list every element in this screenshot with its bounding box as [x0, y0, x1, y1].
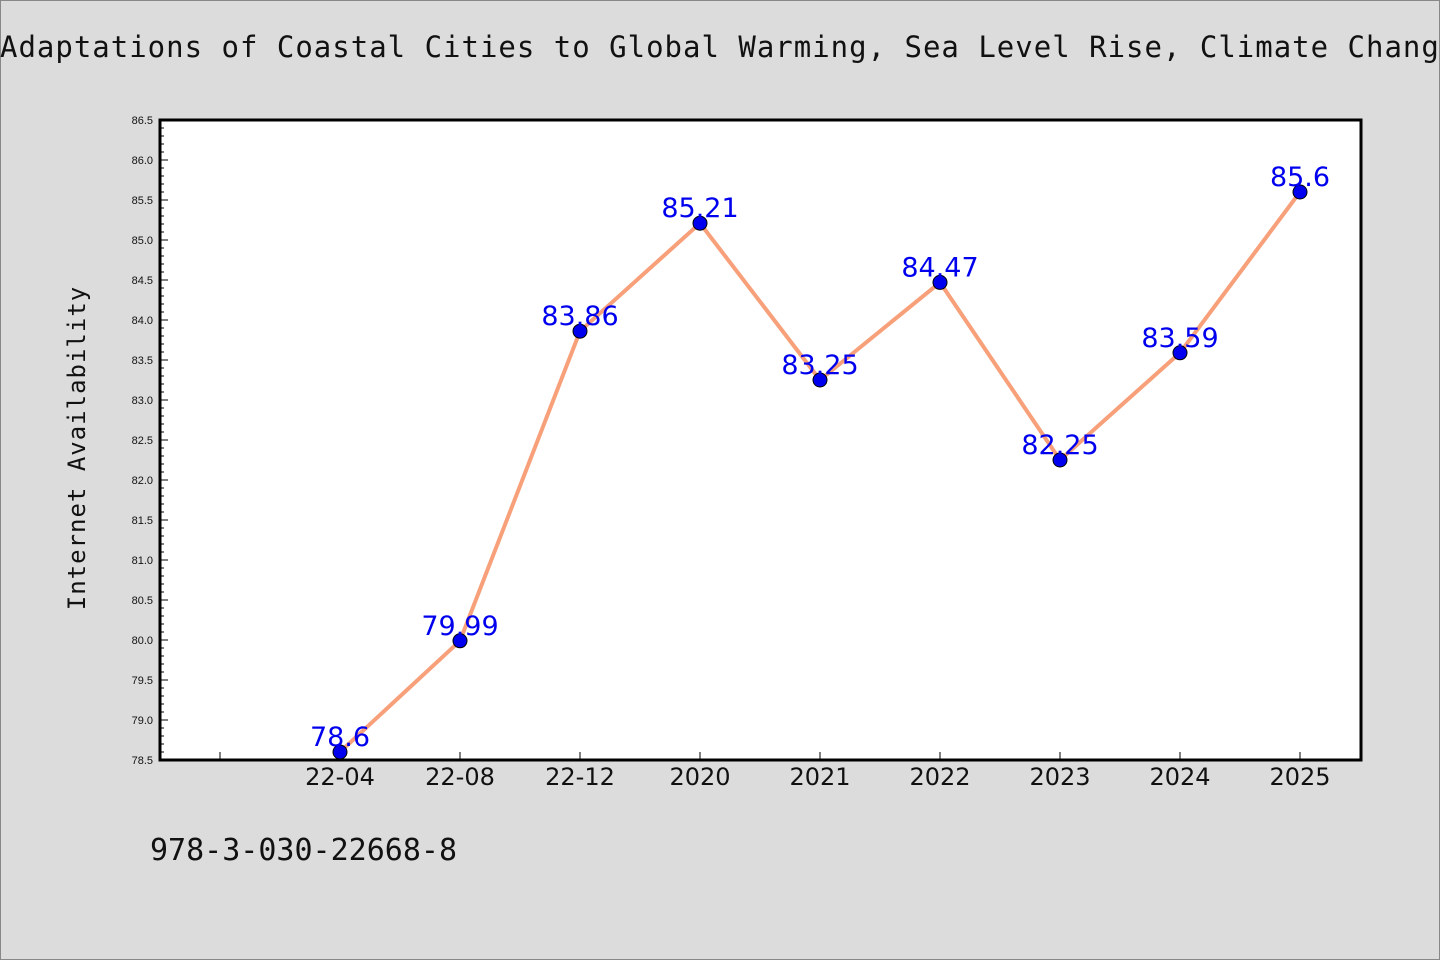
data-point: [1292, 184, 1308, 200]
data-point: [812, 372, 828, 388]
x-tick-label: 2022: [909, 763, 970, 791]
y-tick-label: 82.0: [132, 475, 153, 487]
chart-title: Adaptations of Coastal Cities to Global …: [0, 30, 1440, 64]
y-tick-label: 84.5: [132, 275, 153, 287]
y-tick-label: 81.0: [132, 555, 153, 567]
y-tick-label: 82.5: [132, 435, 153, 447]
data-point: [1052, 452, 1068, 468]
data-label: 79.99: [421, 611, 498, 642]
y-tick-label: 80.0: [132, 635, 153, 647]
plot-area: [158, 118, 1363, 762]
data-label: 85.21: [661, 193, 738, 224]
x-tick-label: 2021: [789, 763, 850, 791]
x-tick-label: 22-12: [545, 763, 615, 791]
x-tick-label: 2024: [1149, 763, 1210, 791]
y-tick-label: 85.0: [132, 235, 153, 247]
data-point: [332, 744, 348, 760]
y-tick-label: 79.5: [132, 675, 153, 687]
data-label: 85.6: [1270, 162, 1330, 193]
isbn-text: 978-3-030-22668-8: [150, 833, 458, 868]
y-tick-label: 80.5: [132, 595, 153, 607]
data-point: [1172, 345, 1188, 361]
data-point: [572, 323, 588, 339]
data-label: 78.6: [310, 722, 370, 753]
x-tick-label: 22-08: [425, 763, 495, 791]
data-label: 83.86: [541, 301, 618, 332]
data-label: 83.25: [781, 350, 858, 381]
x-tick-label: 22-04: [305, 763, 375, 791]
y-tick-label: 84.0: [132, 315, 153, 327]
x-tick-label: 2023: [1029, 763, 1090, 791]
y-tick-label: 86.0: [132, 155, 153, 167]
data-label: 84.47: [901, 252, 978, 283]
data-point: [692, 215, 708, 231]
y-axis: 78.5 79.0 79.5 80.0 80.5 81.0 81.5 82.0 82.5 83.0…: [132, 115, 168, 767]
y-tick-label: 83.0: [132, 395, 153, 407]
data-label: 83.59: [1141, 323, 1218, 354]
series: 78.6 79.99 83.86 85.21 83.25 84.47 82.25 83.59 8…: [310, 162, 1330, 760]
y-tick-label: 78.5: [132, 755, 153, 767]
y-tick-label: 81.5: [132, 515, 153, 527]
data-point: [932, 274, 948, 290]
data-label: 82.25: [1021, 430, 1098, 461]
data-point: [452, 633, 468, 649]
y-tick-label: 79.0: [132, 715, 153, 727]
x-axis: 22-04 22-08 22-12 2020 2021 2022 2023 2024 2025: [219, 752, 1331, 791]
y-tick-label: 86.5: [132, 115, 153, 127]
y-axis-label: Internet Availability: [63, 286, 91, 610]
x-tick-label: 2025: [1269, 763, 1330, 791]
x-tick-label: 2020: [669, 763, 730, 791]
y-tick-label: 83.5: [132, 355, 153, 367]
y-tick-label: 85.5: [132, 195, 153, 207]
